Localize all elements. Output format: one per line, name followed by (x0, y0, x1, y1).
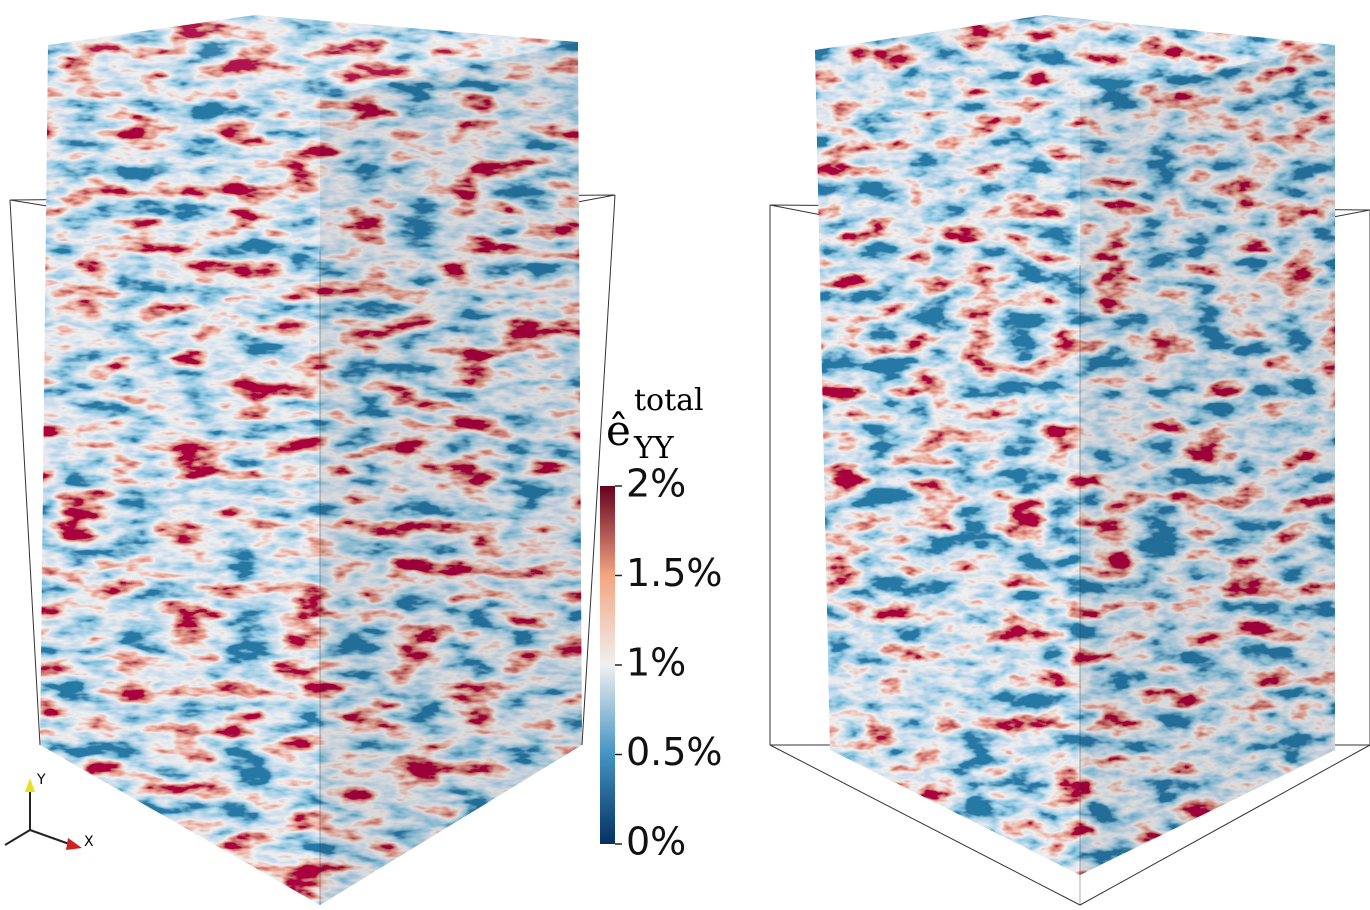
colorbar-superscript: total (634, 383, 704, 418)
side-shade (1080, 45, 1335, 875)
axis-label: X (84, 834, 94, 850)
colorbar: ê total YY 2%1.5%1%0.5%0% (600, 383, 723, 864)
scene: ê total YY 2%1.5%1%0.5%0% Y X (0, 0, 1370, 910)
y-arrow (25, 778, 35, 792)
orientation-axes: Y X (5, 772, 94, 850)
wireframe (10, 200, 40, 745)
side-shade (320, 42, 582, 905)
colorbar-tick-label: 2% (626, 462, 686, 506)
colorbar-tick-label: 1% (626, 641, 686, 685)
z-axis (5, 830, 30, 845)
colorbar-tick-label: 0% (626, 820, 686, 864)
x-arrow (66, 838, 82, 850)
colorbar-tick-label: 0.5% (626, 730, 723, 774)
left-specimen (10, 15, 615, 905)
x-axis (30, 830, 72, 845)
right-specimen (770, 15, 1370, 905)
colorbar-gradient (600, 486, 615, 844)
colorbar-tick-label: 1.5% (626, 551, 723, 595)
colorbar-symbol: ê (606, 406, 631, 455)
axis-label: Y (36, 772, 46, 788)
